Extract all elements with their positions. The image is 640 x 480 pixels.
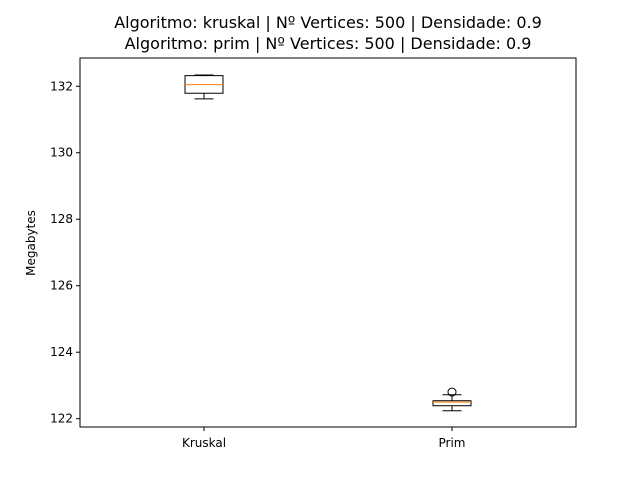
y-tick-label: 132 <box>50 79 73 93</box>
x-axis: Kruskal Prim <box>182 427 466 450</box>
boxes-layer <box>184 74 472 412</box>
chart-title-line-1: Algoritmo: kruskal | Nº Vertices: 500 | … <box>114 13 542 32</box>
x-tick-label: Kruskal <box>182 436 226 450</box>
chart-title-line-2: Algoritmo: prim | Nº Vertices: 500 | Den… <box>125 34 532 53</box>
y-axis-label: Megabytes <box>24 210 38 276</box>
y-tick-label: 124 <box>50 345 73 359</box>
y-tick-label: 130 <box>50 146 73 160</box>
box-prim <box>432 387 472 412</box>
y-tick-label: 126 <box>50 279 73 293</box>
y-tick-label: 122 <box>50 412 73 426</box>
plot-area <box>79 57 577 428</box>
outlier-point <box>447 387 457 397</box>
iqr-box <box>432 400 472 407</box>
y-tick-label: 128 <box>50 212 73 226</box>
box-kruskal <box>184 74 224 100</box>
x-tick-label: Prim <box>439 436 466 450</box>
y-axis: 122 124 126 128 130 132 <box>50 79 80 426</box>
